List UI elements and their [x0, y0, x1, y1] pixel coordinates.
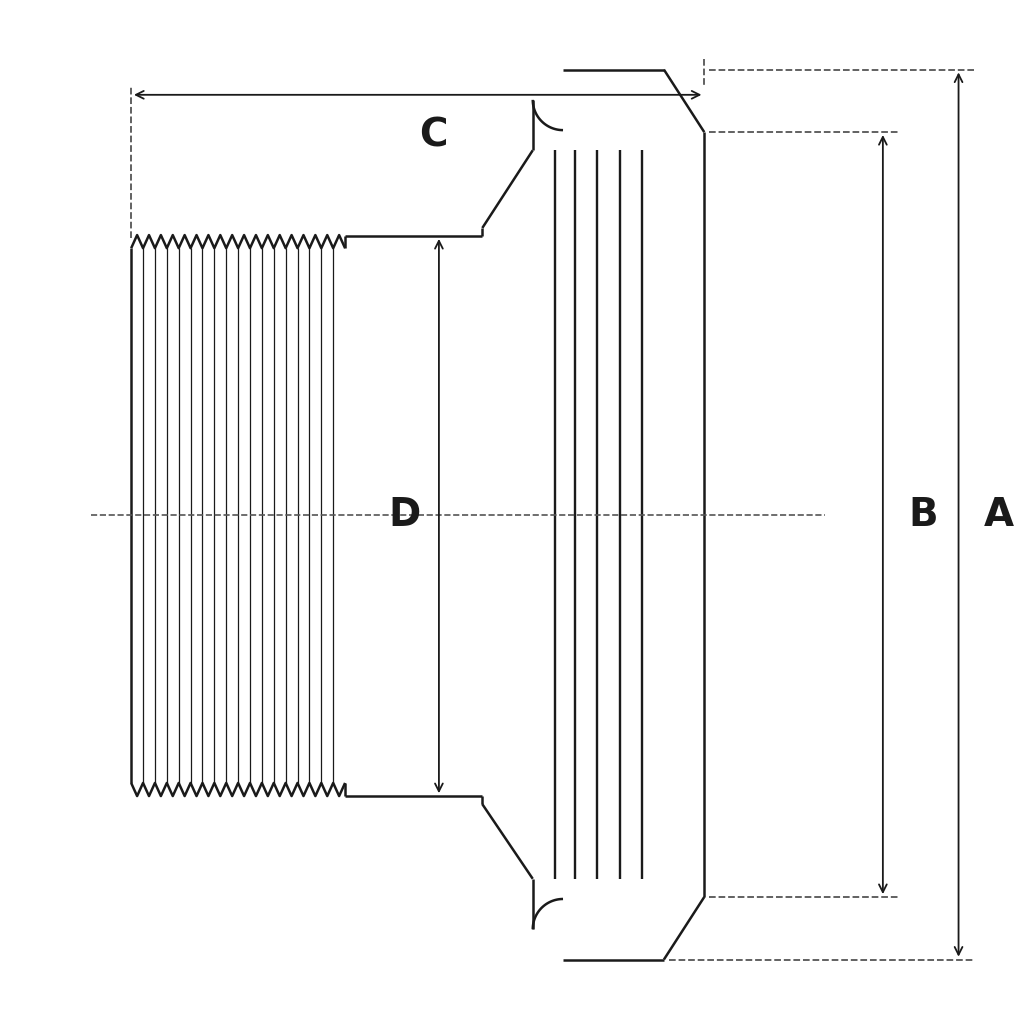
- Text: A: A: [983, 495, 1014, 534]
- Text: C: C: [420, 116, 448, 155]
- Text: D: D: [388, 495, 421, 534]
- Text: B: B: [908, 495, 938, 534]
